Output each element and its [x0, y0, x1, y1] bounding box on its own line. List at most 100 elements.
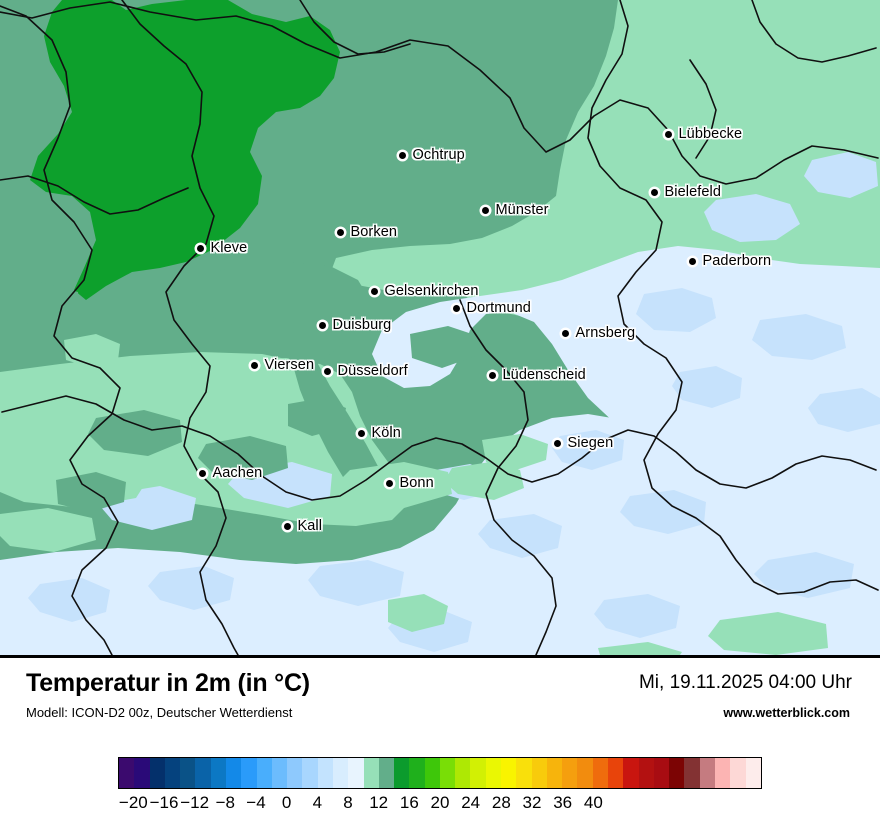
- city-marker: Kall: [283, 518, 323, 534]
- colorbar-swatch: [730, 758, 746, 788]
- colorbar-tick: 24: [461, 793, 481, 812]
- colorbar-swatch: [699, 758, 715, 788]
- caption-block: Temperatur in 2m (in °C) Modell: ICON-D2…: [0, 661, 880, 736]
- colorbar-tick: 12: [369, 793, 389, 812]
- source-website: www.wetterblick.com: [723, 706, 850, 720]
- city-marker: Siegen: [553, 435, 614, 451]
- colorbar-tick: 40: [583, 793, 603, 812]
- colorbar-swatch: [225, 758, 242, 788]
- city-marker: Borken: [336, 224, 398, 240]
- colorbar-swatch: [669, 758, 685, 788]
- colorbar-swatch: [638, 758, 654, 788]
- city-label: Kleve: [210, 240, 248, 256]
- colorbar-swatch: [455, 758, 471, 788]
- city-label: Borken: [350, 224, 398, 240]
- temp-band-mint-aachen: [0, 352, 324, 426]
- colorbar-swatch: [562, 758, 578, 788]
- colorbar-swatch: [149, 758, 165, 788]
- city-marker: Bonn: [385, 475, 434, 491]
- colorbar-tick: 28: [491, 793, 511, 812]
- temp-band-blue-central: [372, 246, 880, 540]
- city-marker: Paderborn: [688, 253, 772, 269]
- city-dot-icon: [664, 130, 672, 138]
- city-dot-icon: [452, 304, 460, 312]
- temperature-colorbar: −20 −16 −12 −8 −4 0 4 8 12 16 20 24 28 32 36 40: [0, 752, 880, 830]
- city-label: Münster: [495, 202, 549, 218]
- colorbar-swatch: [134, 758, 150, 788]
- colorbar-swatch: [271, 758, 288, 788]
- city-dot-icon: [481, 206, 489, 214]
- city-dot-icon: [323, 367, 331, 375]
- city-label: Viersen: [264, 357, 315, 373]
- city-label: Düsseldorf: [337, 363, 408, 379]
- colorbar-tick: −16: [149, 793, 179, 812]
- colorbar-tick: 0: [281, 793, 292, 812]
- city-label: Köln: [371, 425, 401, 441]
- colorbar-swatch: [592, 758, 608, 788]
- city-dot-icon: [553, 439, 561, 447]
- city-label: Aachen: [212, 465, 263, 481]
- city-label: Paderborn: [702, 253, 772, 269]
- page-title: Temperatur in 2m (in °C): [26, 669, 310, 697]
- city-marker: Düsseldorf: [323, 363, 408, 379]
- colorbar-tick: −12: [180, 793, 210, 812]
- colorbar-tick: 8: [343, 793, 353, 812]
- map-temperature-raster: [0, 0, 880, 655]
- city-marker: Kleve: [196, 240, 248, 256]
- colorbar-swatch: [287, 758, 303, 788]
- colorbar-swatch: [546, 758, 563, 788]
- city-marker: Duisburg: [318, 317, 392, 333]
- colorbar-swatch: [608, 758, 624, 788]
- city-marker: Lüdenscheid: [488, 367, 586, 383]
- colorbar-tick: 20: [430, 793, 450, 812]
- city-dot-icon: [318, 321, 326, 329]
- city-dot-icon: [688, 257, 696, 265]
- city-dot-icon: [196, 244, 204, 252]
- colorbar-swatch: [241, 758, 257, 788]
- colorbar-swatch: [577, 758, 593, 788]
- city-label: Lübbecke: [678, 126, 743, 142]
- weather-map[interactable]: Lübbecke Ochtrup Bielefeld Münster Borken Kle…: [0, 0, 880, 658]
- colorbar-tick: 16: [399, 793, 419, 812]
- colorbar-swatch: [378, 758, 395, 788]
- colorbar-tick: −8: [215, 793, 236, 812]
- colorbar-swatch: [470, 758, 486, 788]
- colorbar-swatch: [180, 758, 196, 788]
- valid-time-stamp: Mi, 19.11.2025 04:00 Uhr: [638, 672, 852, 693]
- city-dot-icon: [561, 329, 569, 337]
- colorbar-swatch: [195, 758, 211, 788]
- colorbar-swatch: [714, 758, 731, 788]
- colorbar-swatch: [485, 758, 502, 788]
- colorbar-swatch: [684, 758, 700, 788]
- city-marker: Münster: [481, 202, 549, 218]
- city-label: Lüdenscheid: [502, 367, 586, 383]
- temp-band-green-niederrhein: [192, 262, 386, 498]
- city-dot-icon: [250, 361, 258, 369]
- colorbar-swatch: [317, 758, 333, 788]
- city-marker: Gelsenkirchen: [370, 283, 479, 299]
- colorbar-swatch: [516, 758, 532, 788]
- colorbar-swatch: [409, 758, 425, 788]
- colorbar-swatch: [164, 758, 181, 788]
- colorbar-swatch: [424, 758, 440, 788]
- city-label: Ochtrup: [412, 147, 465, 163]
- city-dot-icon: [357, 429, 365, 437]
- colorbar-swatch: [363, 758, 379, 788]
- city-marker: Arnsberg: [561, 325, 636, 341]
- colorbar-tick: −4: [246, 793, 266, 812]
- city-marker: Bielefeld: [650, 184, 722, 200]
- city-marker: Köln: [357, 425, 401, 441]
- colorbar-tick: 36: [553, 793, 573, 812]
- city-dot-icon: [283, 522, 291, 530]
- colorbar-swatch: [745, 758, 761, 788]
- colorbar-swatch: [210, 758, 226, 788]
- colorbar-swatch: [501, 758, 517, 788]
- city-label: Arnsberg: [575, 325, 636, 341]
- model-subtitle: Modell: ICON-D2 00z, Deutscher Wetterdie…: [26, 705, 293, 720]
- colorbar-tick-labels: −20 −16 −12 −8 −4 0 4 8 12 16 20 24 28 32 36 40: [118, 793, 762, 817]
- city-label: Duisburg: [332, 317, 392, 333]
- city-dot-icon: [650, 188, 658, 196]
- colorbar-swatch: [256, 758, 272, 788]
- city-marker: Dortmund: [452, 300, 531, 316]
- city-label: Bielefeld: [664, 184, 722, 200]
